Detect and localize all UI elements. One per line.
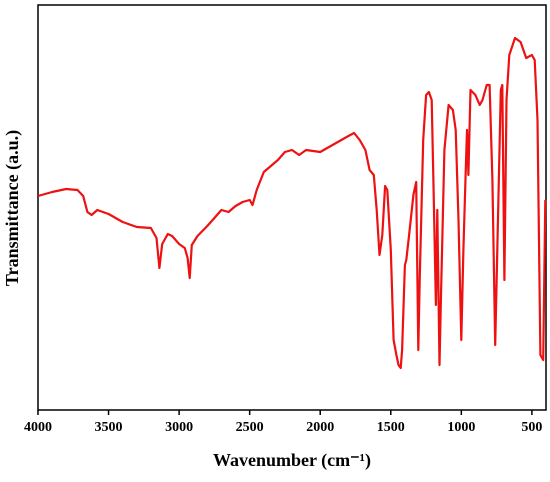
x-axis-label: Wavenumber (cm⁻¹): [213, 450, 371, 471]
x-tick-label: 3500: [95, 420, 123, 435]
x-tick-label: 2500: [236, 420, 264, 435]
y-axis-label: Transmittance (a.u.): [2, 130, 23, 286]
plot-frame: [37, 4, 547, 411]
x-tick-label: 3000: [165, 420, 193, 435]
x-tick-label: 2000: [306, 420, 334, 435]
x-tick-label: 500: [521, 420, 542, 435]
spectrum-line: [37, 36, 547, 370]
x-tick-label: 1000: [447, 420, 475, 435]
x-tick-label: 1500: [377, 420, 405, 435]
x-tick-label: 4000: [24, 420, 52, 435]
